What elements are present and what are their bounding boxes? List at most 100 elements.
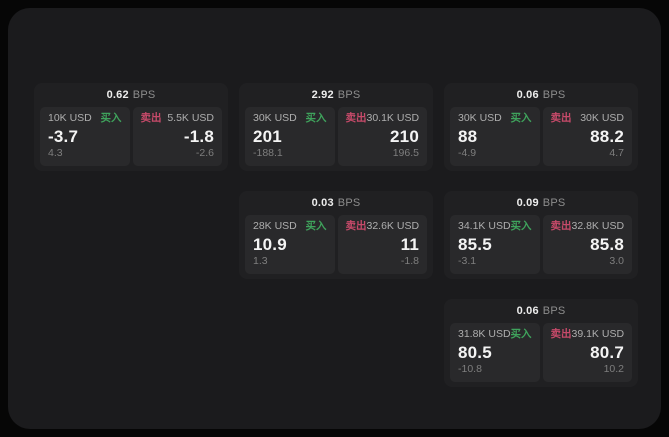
bps-header: 0.06 BPS	[444, 83, 638, 107]
sell-amount: 32.6K USD	[366, 220, 420, 232]
buy-price: 80.5	[458, 343, 492, 362]
sell-panel[interactable]: 卖出 30K USD 88.2 4.7	[542, 107, 632, 166]
sell-price: 80.7	[590, 343, 624, 362]
sell-delta: 10.2	[603, 363, 624, 376]
sell-delta: -2.6	[195, 147, 214, 160]
sell-header-row: 卖出 5.5K USD	[140, 112, 215, 125]
sell-amount: 5.5K USD	[167, 112, 214, 124]
buy-panel[interactable]: 28K USD 买入 10.9 1.3	[245, 215, 335, 274]
sell-side-label: 卖出	[550, 112, 572, 124]
sell-delta: 196.5	[392, 147, 419, 160]
sell-panel[interactable]: 卖出 39.1K USD 80.7 10.2	[542, 323, 632, 382]
buy-delta: -10.8	[458, 363, 482, 376]
buy-header-row: 28K USD 买入	[253, 220, 327, 233]
buy-price: 85.5	[458, 235, 492, 254]
sell-side-label: 卖出	[140, 112, 162, 124]
sell-header-row: 卖出 30.1K USD	[345, 112, 420, 125]
quote-body: 34.1K USD 买入 85.5 -3.1 卖出 32.8K USD 85.8…	[444, 215, 638, 279]
buy-price: 10.9	[253, 235, 287, 254]
sell-delta: 3.0	[609, 255, 624, 268]
buy-price: 201	[253, 127, 282, 146]
sell-amount: 39.1K USD	[571, 328, 625, 340]
bps-unit-label: BPS	[542, 305, 566, 317]
sell-amount: 32.8K USD	[571, 220, 625, 232]
buy-price: -3.7	[48, 127, 79, 146]
bps-unit-label: BPS	[542, 89, 566, 101]
buy-side-label: 买入	[510, 112, 532, 124]
bps-unit-label: BPS	[542, 197, 566, 209]
sell-price: 85.8	[590, 235, 624, 254]
buy-side-label: 买入	[100, 112, 122, 124]
buy-delta: -3.1	[458, 255, 477, 268]
sell-price: 11	[400, 235, 419, 254]
buy-amount: 31.8K USD	[458, 328, 511, 340]
quote-card: 0.09 BPS 34.1K USD 买入 85.5 -3.1 卖出 32.8K…	[444, 191, 638, 279]
sell-price: 88.2	[590, 127, 624, 146]
sell-header-row: 卖出 32.6K USD	[345, 220, 420, 233]
quote-body: 30K USD 买入 88 -4.9 卖出 30K USD 88.2 4.7	[444, 107, 638, 171]
buy-panel[interactable]: 30K USD 买入 88 -4.9	[450, 107, 540, 166]
quote-card: 0.62 BPS 10K USD 买入 -3.7 4.3 卖出 5.5K USD…	[34, 83, 228, 171]
buy-amount: 30K USD	[253, 112, 297, 124]
quote-card: 0.06 BPS 30K USD 买入 88 -4.9 卖出 30K USD 8…	[444, 83, 638, 171]
sell-amount: 30.1K USD	[366, 112, 420, 124]
bps-value: 2.92	[311, 89, 334, 101]
sell-side-label: 卖出	[345, 220, 367, 232]
buy-panel[interactable]: 31.8K USD 买入 80.5 -10.8	[450, 323, 540, 382]
sell-amount: 30K USD	[580, 112, 624, 124]
bps-value: 0.06	[516, 89, 539, 101]
sell-price: -1.8	[183, 127, 214, 146]
sell-header-row: 卖出 32.8K USD	[551, 220, 625, 233]
bps-unit-label: BPS	[337, 197, 361, 209]
quote-body: 31.8K USD 买入 80.5 -10.8 卖出 39.1K USD 80.…	[444, 323, 638, 387]
bps-value: 0.03	[311, 197, 334, 209]
bps-header: 0.62 BPS	[34, 83, 228, 107]
buy-header-row: 10K USD 买入	[48, 112, 122, 125]
bps-unit-label: BPS	[337, 89, 361, 101]
quote-body: 10K USD 买入 -3.7 4.3 卖出 5.5K USD -1.8 -2.…	[34, 107, 228, 171]
buy-amount: 10K USD	[48, 112, 92, 124]
buy-side-label: 买入	[305, 112, 327, 124]
buy-amount: 30K USD	[458, 112, 502, 124]
quote-body: 28K USD 买入 10.9 1.3 卖出 32.6K USD 11 -1.8	[239, 215, 433, 279]
buy-panel[interactable]: 34.1K USD 买入 85.5 -3.1	[450, 215, 540, 274]
buy-header-row: 34.1K USD 买入	[458, 220, 532, 233]
quote-card: 2.92 BPS 30K USD 买入 201 -188.1 卖出 30.1K …	[239, 83, 433, 171]
buy-delta: 4.3	[48, 147, 63, 160]
bps-value: 0.09	[516, 197, 539, 209]
bps-unit-label: BPS	[132, 89, 156, 101]
buy-panel[interactable]: 30K USD 买入 201 -188.1	[245, 107, 335, 166]
buy-header-row: 30K USD 买入	[458, 112, 532, 125]
buy-delta: 1.3	[253, 255, 268, 268]
bps-header: 0.09 BPS	[444, 191, 638, 215]
buy-panel[interactable]: 10K USD 买入 -3.7 4.3	[40, 107, 130, 166]
bps-value: 0.62	[106, 89, 129, 101]
sell-panel[interactable]: 卖出 32.8K USD 85.8 3.0	[542, 215, 632, 274]
bps-header: 2.92 BPS	[239, 83, 433, 107]
sell-panel[interactable]: 卖出 5.5K USD -1.8 -2.6	[132, 107, 222, 166]
buy-header-row: 30K USD 买入	[253, 112, 327, 125]
sell-header-row: 卖出 30K USD	[550, 112, 625, 125]
buy-side-label: 买入	[305, 220, 327, 232]
buy-header-row: 31.8K USD 买入	[458, 328, 532, 341]
sell-side-label: 卖出	[550, 328, 572, 340]
bps-value: 0.06	[516, 305, 539, 317]
bps-header: 0.03 BPS	[239, 191, 433, 215]
buy-side-label: 买入	[510, 328, 532, 340]
quote-grid: 0.62 BPS 10K USD 买入 -3.7 4.3 卖出 5.5K USD…	[34, 83, 638, 387]
dashboard-panel: 0.62 BPS 10K USD 买入 -3.7 4.3 卖出 5.5K USD…	[8, 8, 661, 429]
sell-delta: -1.8	[400, 255, 419, 268]
sell-panel[interactable]: 卖出 32.6K USD 11 -1.8	[337, 215, 427, 274]
quote-card: 0.06 BPS 31.8K USD 买入 80.5 -10.8 卖出 39.1…	[444, 299, 638, 387]
sell-delta: 4.7	[609, 147, 624, 160]
sell-side-label: 卖出	[345, 112, 367, 124]
sell-price: 210	[390, 127, 419, 146]
bps-header: 0.06 BPS	[444, 299, 638, 323]
buy-delta: -188.1	[253, 147, 283, 160]
sell-header-row: 卖出 39.1K USD	[550, 328, 625, 341]
buy-amount: 28K USD	[253, 220, 297, 232]
quote-body: 30K USD 买入 201 -188.1 卖出 30.1K USD 210 1…	[239, 107, 433, 171]
sell-panel[interactable]: 卖出 30.1K USD 210 196.5	[337, 107, 427, 166]
buy-amount: 34.1K USD	[458, 220, 511, 232]
buy-delta: -4.9	[458, 147, 477, 160]
